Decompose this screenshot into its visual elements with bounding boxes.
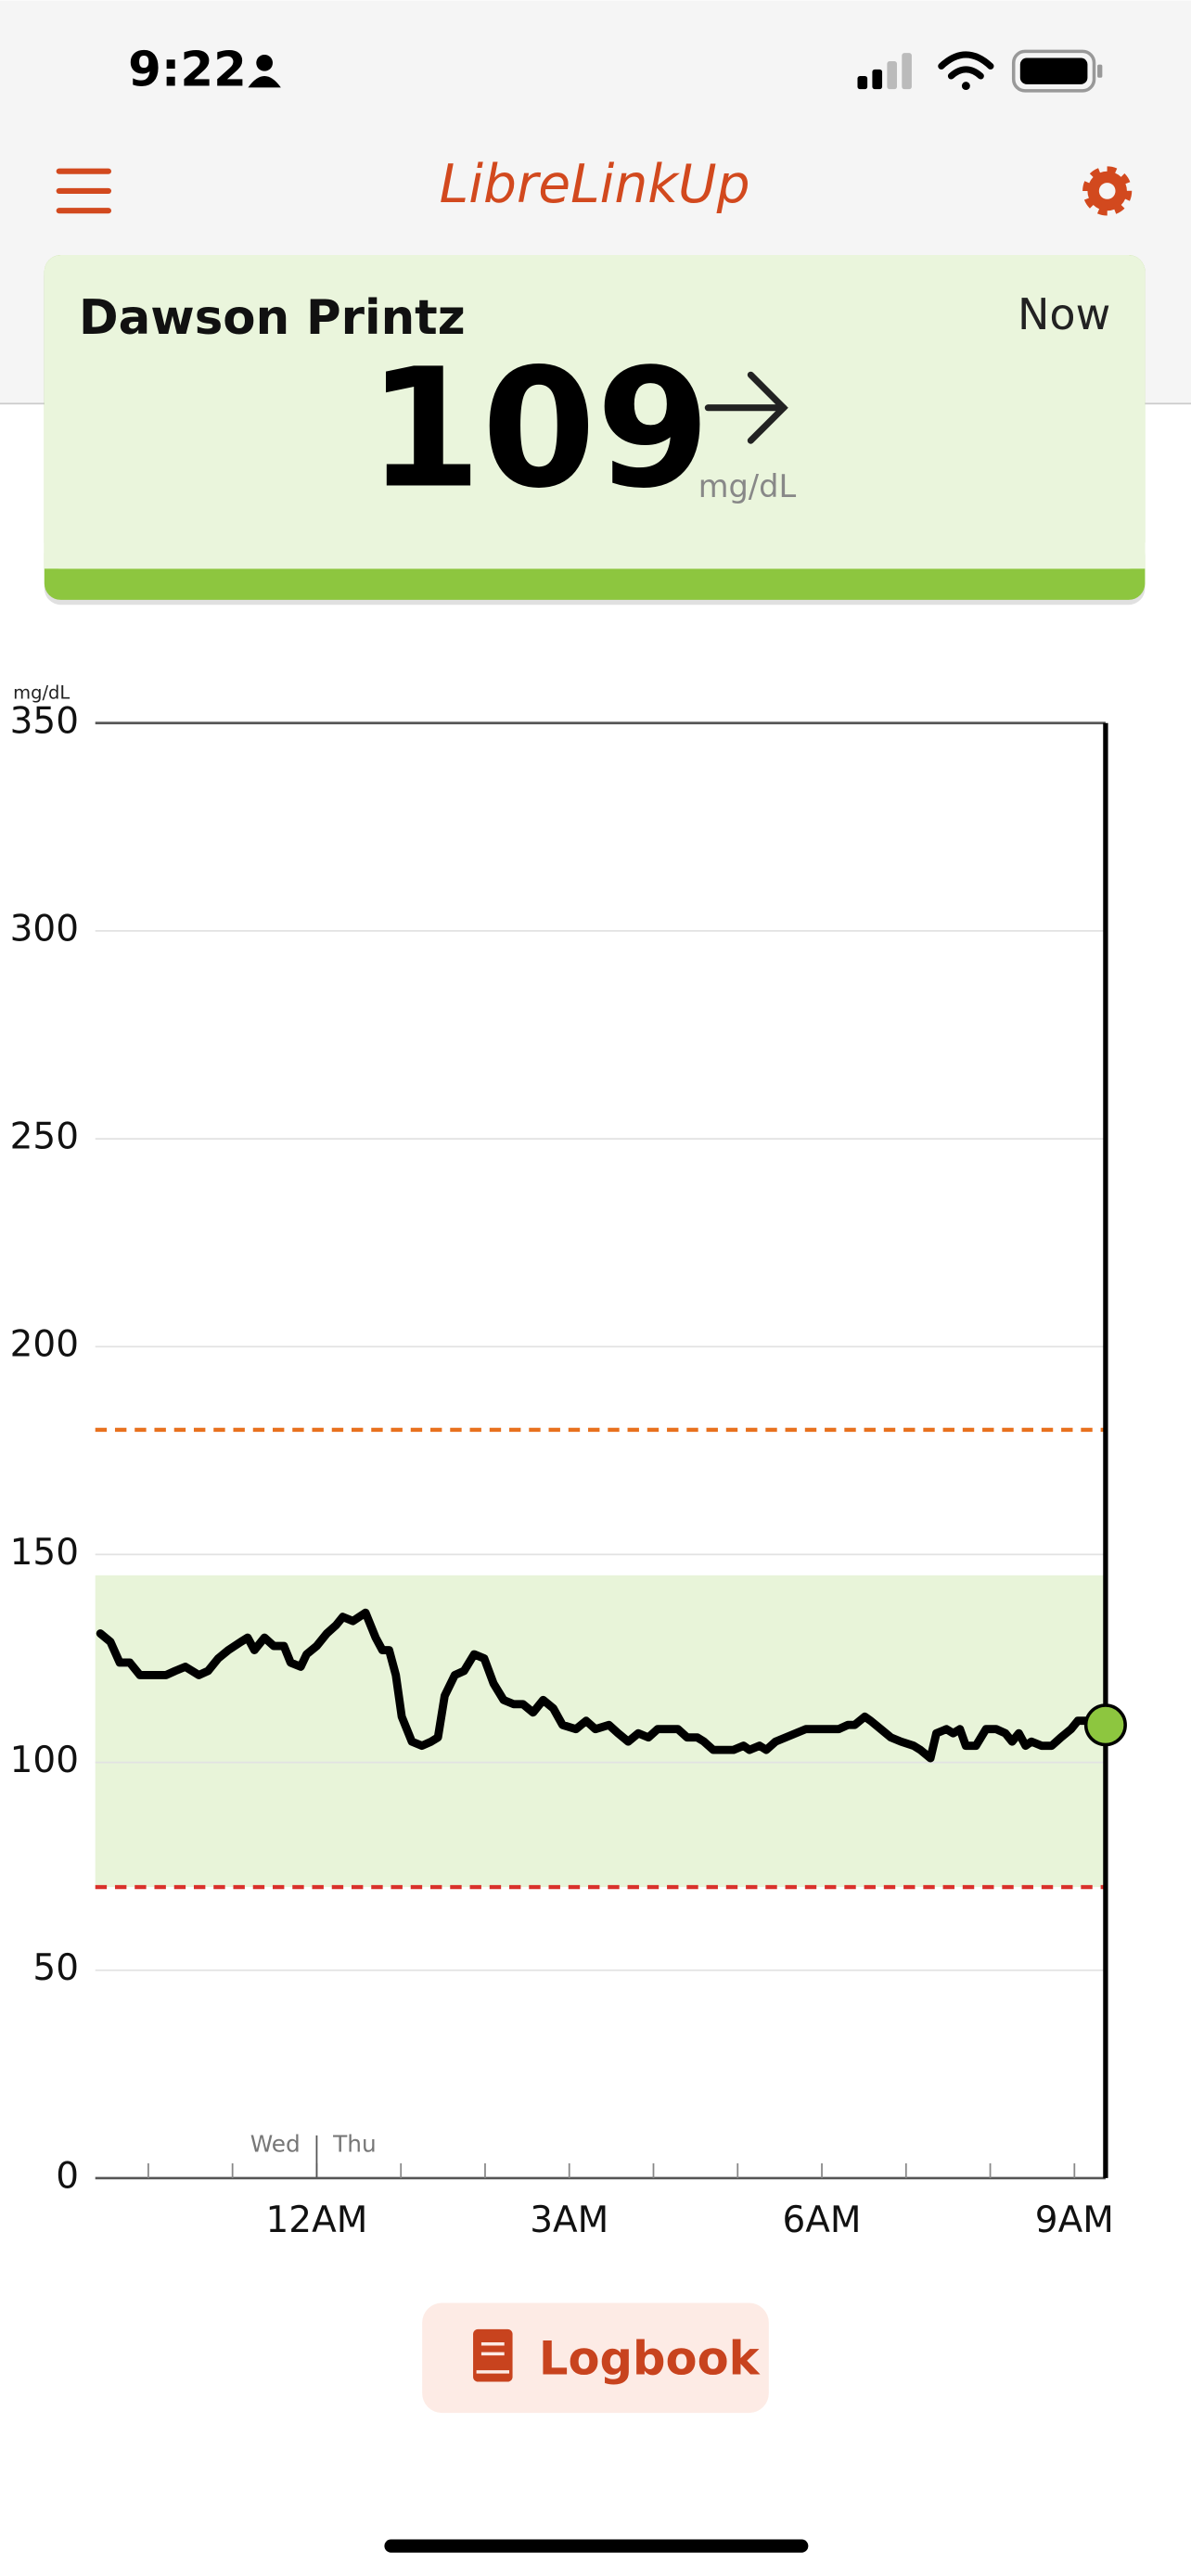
trend-arrow bbox=[704, 371, 788, 444]
current-marker bbox=[1083, 1703, 1127, 1747]
signal-icon bbox=[857, 53, 912, 90]
status-time: 9:22 bbox=[128, 42, 247, 97]
glucose-chart: mg/dL 0 50 100 150 200 250 300 350 12AM 3AM 6AM 9AM W… bbox=[10, 682, 1127, 2241]
logbook-label[interactable]: Logbook bbox=[539, 2332, 761, 2386]
home-indicator bbox=[384, 2539, 809, 2553]
reading-card bbox=[44, 255, 1146, 606]
battery-icon bbox=[1011, 49, 1103, 93]
y-tick-label: 0 bbox=[56, 2155, 79, 2197]
app-title: LibreLinkUp bbox=[440, 154, 750, 215]
logbook-button[interactable]: Logbook bbox=[422, 2302, 769, 2414]
glucose-line bbox=[96, 1608, 1110, 1763]
menu-button[interactable] bbox=[56, 168, 111, 214]
y-tick-label: 50 bbox=[32, 1947, 79, 1989]
x-tick-label: 6AM bbox=[783, 2200, 862, 2241]
y-tick-label: 150 bbox=[10, 1532, 79, 1574]
y-tick-label: 200 bbox=[10, 1324, 79, 1366]
day-label: Wed bbox=[250, 2130, 301, 2157]
status-person-icon bbox=[248, 54, 281, 88]
day-label: Thu bbox=[332, 2130, 377, 2157]
patient-name: Dawson Printz bbox=[79, 290, 466, 346]
reading-unit: mg/dL bbox=[698, 468, 797, 504]
y-tick-label: 300 bbox=[10, 908, 79, 950]
reading-value: 109 bbox=[367, 333, 711, 524]
reading-time: Now bbox=[1018, 289, 1110, 339]
y-axis-unit: mg/dL bbox=[13, 682, 70, 703]
x-tick-label: 3AM bbox=[530, 2200, 608, 2241]
y-tick-label: 350 bbox=[10, 700, 79, 742]
y-tick-label: 250 bbox=[10, 1116, 79, 1158]
x-tick-label: 12AM bbox=[266, 2200, 368, 2241]
settings-button[interactable] bbox=[1082, 166, 1133, 216]
wifi-icon bbox=[938, 51, 994, 91]
x-tick-label: 9AM bbox=[1035, 2200, 1114, 2241]
y-tick-label: 100 bbox=[10, 1740, 79, 1781]
